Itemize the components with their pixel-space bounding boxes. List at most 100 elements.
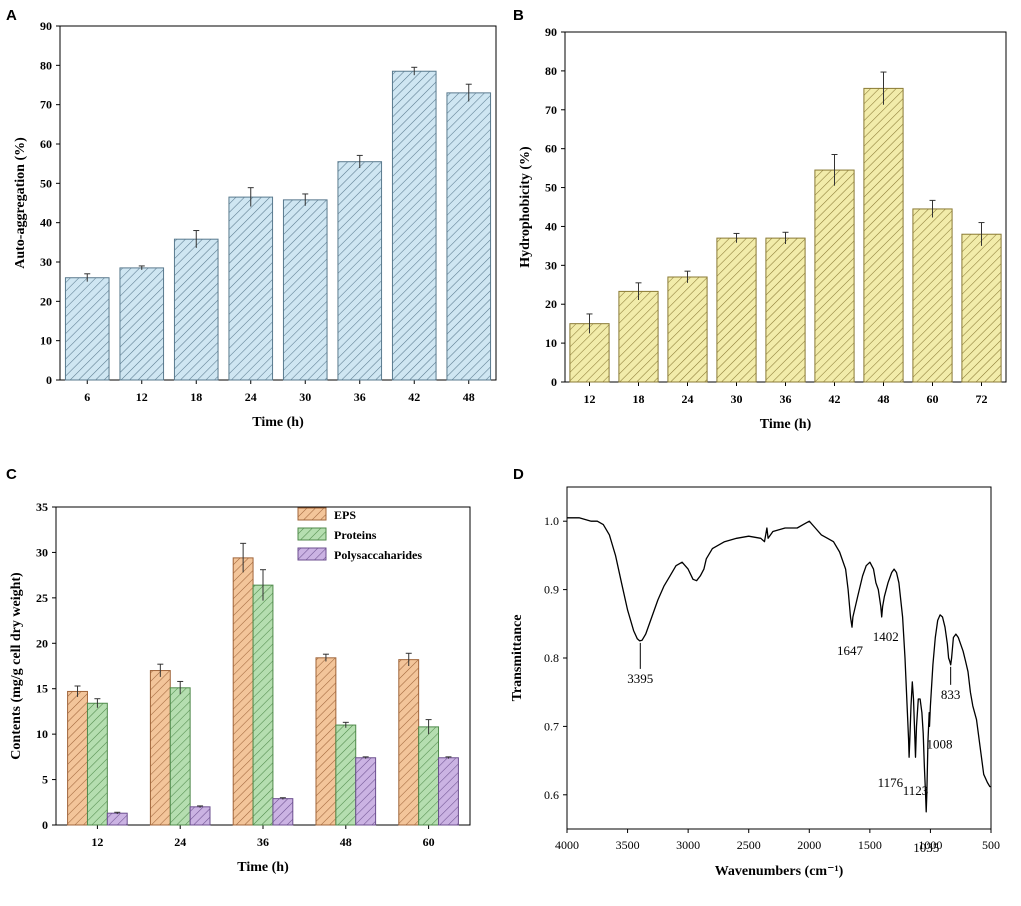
a-plot-frame <box>59 25 497 381</box>
b-bar-5 <box>814 169 855 383</box>
c-legend-label-2: Polysaccaharides <box>334 548 422 562</box>
b-xtick-label-2: 24 <box>682 392 694 406</box>
c-bar-0-0 <box>67 690 88 826</box>
a-xtick-label-0: 6 <box>84 390 90 404</box>
c-xtick-label-0: 12 <box>91 835 103 849</box>
c-bar-2-4 <box>438 757 459 826</box>
panel-d-chart: 4000 3500 3000 2500 2000 1500 1000 500 0.6 0.7 0.8… <box>510 486 1000 879</box>
a-xtick-label-5: 36 <box>354 390 366 404</box>
d-annotation-0: 3395 <box>627 671 653 686</box>
d-annotation-4: 1176 <box>878 775 904 790</box>
c-bar-0-3 <box>315 657 337 826</box>
b-ytick-label-8: 80 <box>545 64 557 78</box>
b-xtick-label-3: 30 <box>731 392 743 406</box>
b-ytick-label-1: 10 <box>545 336 557 350</box>
c-ytick-label-2: 10 <box>36 727 48 741</box>
b-bar-8 <box>961 233 1002 383</box>
a-bar-3 <box>228 196 274 381</box>
d-xtick-label-0: 4000 <box>555 838 579 852</box>
a-xtick-label-1: 12 <box>136 390 148 404</box>
b-xtick-label-6: 48 <box>878 392 890 406</box>
d-annotation-7: 1035 <box>913 840 939 855</box>
b-xtick-label-0: 12 <box>584 392 596 406</box>
a-bar-4 <box>282 199 328 381</box>
a-ytick-label-6: 60 <box>40 137 52 151</box>
a-ylabel: Auto-aggregation (%) <box>13 137 28 269</box>
a-ytick-label-5: 50 <box>40 176 52 190</box>
panel-c-letter: C <box>6 466 17 483</box>
d-xtick-label-6: 1000 <box>918 838 942 852</box>
c-ytick-label-0: 0 <box>42 818 48 832</box>
a-ytick-label-0: 0 <box>46 373 52 387</box>
c-legend-swatch-0 <box>297 507 327 521</box>
d-xtick-label-7: 500 <box>982 838 1000 852</box>
a-bar-6 <box>391 70 437 381</box>
c-ytick-label-1: 5 <box>42 773 48 787</box>
c-legend-label-1: Proteins <box>334 528 377 542</box>
d-xtick-label-2: 3000 <box>676 838 700 852</box>
a-xtick-label-3: 24 <box>245 390 257 404</box>
b-bar-1 <box>618 290 659 383</box>
panel-b-chart: 0 10 20 30 40 50 60 70 80 90 12 18 24 30 36 42 48 60 72 Tim… <box>518 25 1007 432</box>
b-xlabel: Time (h) <box>760 417 812 432</box>
panel-d-letter: D <box>513 466 524 483</box>
a-bar-1 <box>119 267 165 381</box>
c-ylabel: Contents (mg/g cell dry weight) <box>9 572 24 760</box>
d-ytick-label-1: 0.7 <box>544 719 559 733</box>
b-ytick-label-7: 70 <box>545 103 557 117</box>
b-ytick-label-9: 90 <box>545 25 557 39</box>
c-bar-1-2 <box>252 584 274 826</box>
a-ytick-label-2: 20 <box>40 294 52 308</box>
c-bar-2-0 <box>106 812 128 826</box>
c-ytick-label-7: 35 <box>36 500 48 514</box>
d-annotation-2: 1402 <box>873 629 899 644</box>
d-annotation-3: 833 <box>941 687 961 702</box>
d-xtick-label-5: 1500 <box>858 838 882 852</box>
b-xtick-label-5: 42 <box>829 392 841 406</box>
b-bar-2 <box>667 276 708 383</box>
b-ytick-label-5: 50 <box>545 181 557 195</box>
d-annotation-5: 1123 <box>903 783 929 798</box>
d-ytick-label-0: 0.6 <box>544 788 559 802</box>
c-bar-1-4 <box>418 726 440 826</box>
a-bar-5 <box>337 161 383 381</box>
c-xtick-label-2: 36 <box>257 835 269 849</box>
b-xtick-label-4: 36 <box>780 392 792 406</box>
b-ytick-label-0: 0 <box>551 375 557 389</box>
b-ytick-label-4: 40 <box>545 219 557 233</box>
c-ytick-label-5: 25 <box>36 591 48 605</box>
c-bar-0-1 <box>149 670 171 826</box>
b-xtick-label-1: 18 <box>633 392 645 406</box>
c-bar-0-4 <box>398 659 420 826</box>
d-spectrum-line <box>567 517 991 813</box>
b-ytick-label-3: 30 <box>545 258 557 272</box>
a-ytick-label-3: 30 <box>40 255 52 269</box>
c-xtick-label-4: 60 <box>423 835 435 849</box>
a-xtick-label-4: 30 <box>299 390 311 404</box>
d-xlabel: Wavenumbers (cm⁻¹) <box>715 864 844 879</box>
a-xtick-label-2: 18 <box>190 390 202 404</box>
c-bar-1-3 <box>335 724 357 826</box>
d-ytick-label-3: 0.9 <box>544 583 559 597</box>
b-bar-4 <box>765 237 806 383</box>
c-bar-0-2 <box>232 557 254 826</box>
b-ytick-label-2: 20 <box>545 297 557 311</box>
a-ytick-label-9: 90 <box>40 19 52 33</box>
c-ytick-label-6: 30 <box>36 545 48 559</box>
d-ytick-label-4: 1.0 <box>544 514 559 528</box>
a-ytick-label-1: 10 <box>40 334 52 348</box>
c-xtick-label-1: 24 <box>174 835 186 849</box>
a-ytick-label-7: 70 <box>40 98 52 112</box>
c-legend-label-0: EPS <box>334 508 356 522</box>
d-ytick-label-2: 0.8 <box>544 651 559 665</box>
d-xtick-label-4: 2000 <box>797 838 821 852</box>
c-ytick-label-3: 15 <box>36 682 48 696</box>
a-xlabel: Time (h) <box>252 415 304 430</box>
c-ytick-label-4: 20 <box>36 636 48 650</box>
d-xtick-label-3: 2500 <box>737 838 761 852</box>
a-bar-7 <box>446 92 492 381</box>
c-bar-2-1 <box>189 806 211 826</box>
d-xtick-label-1: 3500 <box>616 838 640 852</box>
b-xtick-label-7: 60 <box>927 392 939 406</box>
b-ylabel: Hydrophobicity (%) <box>518 146 533 268</box>
